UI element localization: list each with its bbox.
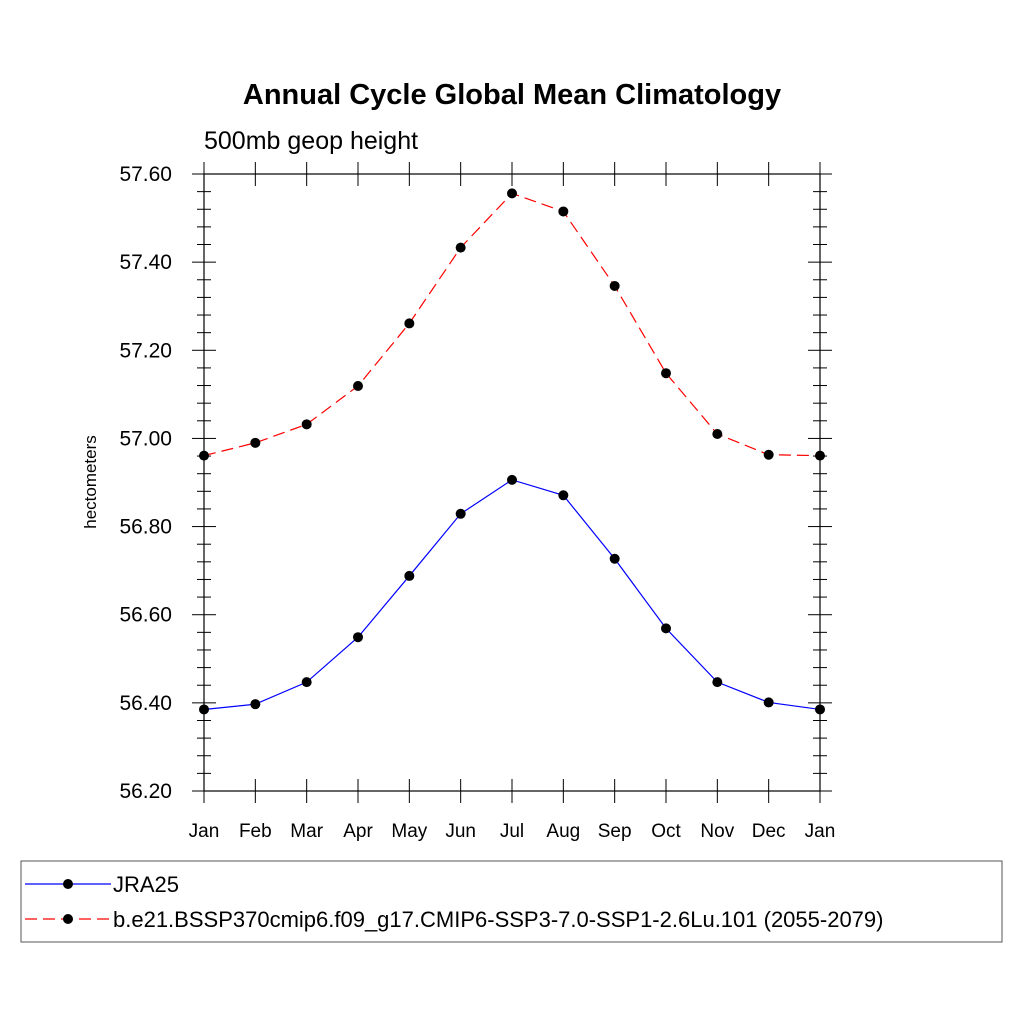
series-2-point (507, 188, 517, 199)
x-tick-label: Jun (445, 821, 476, 842)
series-2-point (353, 380, 363, 391)
legend: JRA25 b.e21.BSSP370cmip6.f09_g17.CMIP6-SS… (20, 860, 1003, 943)
series-1-point (763, 697, 774, 708)
x-tick-label: Dec (752, 821, 786, 842)
series-1-point (815, 704, 825, 715)
series-2-point (661, 368, 671, 379)
legend-marker-1 (63, 879, 73, 889)
y-axis-label: hectometers (81, 435, 100, 529)
y-tick-label: 57.20 (119, 339, 172, 362)
series-2-point (609, 280, 620, 291)
series-2-point (301, 419, 312, 430)
x-tick-label: Jul (500, 821, 524, 842)
legend-entry-1: JRA25 (113, 872, 179, 897)
x-tick-label: Feb (239, 821, 272, 842)
y-tick-label: 56.80 (119, 516, 172, 539)
series-1-point (301, 677, 312, 688)
series-1-point (455, 508, 466, 519)
x-tick-label: May (391, 821, 427, 842)
series-2-point (815, 450, 825, 461)
y-tick-label: 56.40 (119, 692, 172, 715)
series-1-point (712, 677, 723, 688)
series-1-point (558, 490, 569, 501)
x-tick-label: Jan (805, 821, 836, 842)
series-2-point (763, 449, 774, 460)
x-tick-label: Apr (343, 821, 373, 842)
x-tick-label: Nov (700, 821, 734, 842)
x-tick-label: Mar (290, 821, 323, 842)
y-tick-label: 57.60 (119, 163, 172, 186)
series-1-point (661, 623, 671, 634)
y-tick-label: 56.60 (119, 604, 172, 627)
series-2-point (250, 437, 261, 448)
series-1-point (507, 474, 517, 485)
chart-subtitle: 500mb geop height (204, 127, 418, 155)
plot-area: 56.20 56.40 56.60 56.80 57.00 57.20 57.40 57.60… (119, 162, 835, 842)
legend-box (20, 860, 1003, 943)
series-2-point (404, 318, 415, 329)
series-1-point (250, 699, 261, 710)
x-tick-label: Oct (651, 821, 681, 842)
series-1-point (609, 553, 620, 564)
y-tick-label: 57.40 (119, 251, 172, 274)
x-tick-label: Aug (546, 821, 580, 842)
legend-marker-2 (63, 914, 73, 924)
x-tick-label: Sep (598, 821, 632, 842)
series-2-point (455, 242, 466, 253)
y-tick-label: 57.00 (119, 427, 172, 450)
series-2-point (712, 429, 723, 440)
x-tick-label: Jan (189, 821, 220, 842)
series-1-point (353, 632, 363, 643)
y-tick-label: 56.20 (119, 780, 172, 803)
chart-title: Annual Cycle Global Mean Climatology (243, 79, 781, 111)
series-2-point (558, 206, 569, 217)
series-1-point (404, 570, 415, 581)
legend-entry-2: b.e21.BSSP370cmip6.f09_g17.CMIP6-SSP3-7.… (113, 907, 883, 932)
series-2-point (199, 450, 209, 461)
series-1-point (199, 704, 209, 715)
